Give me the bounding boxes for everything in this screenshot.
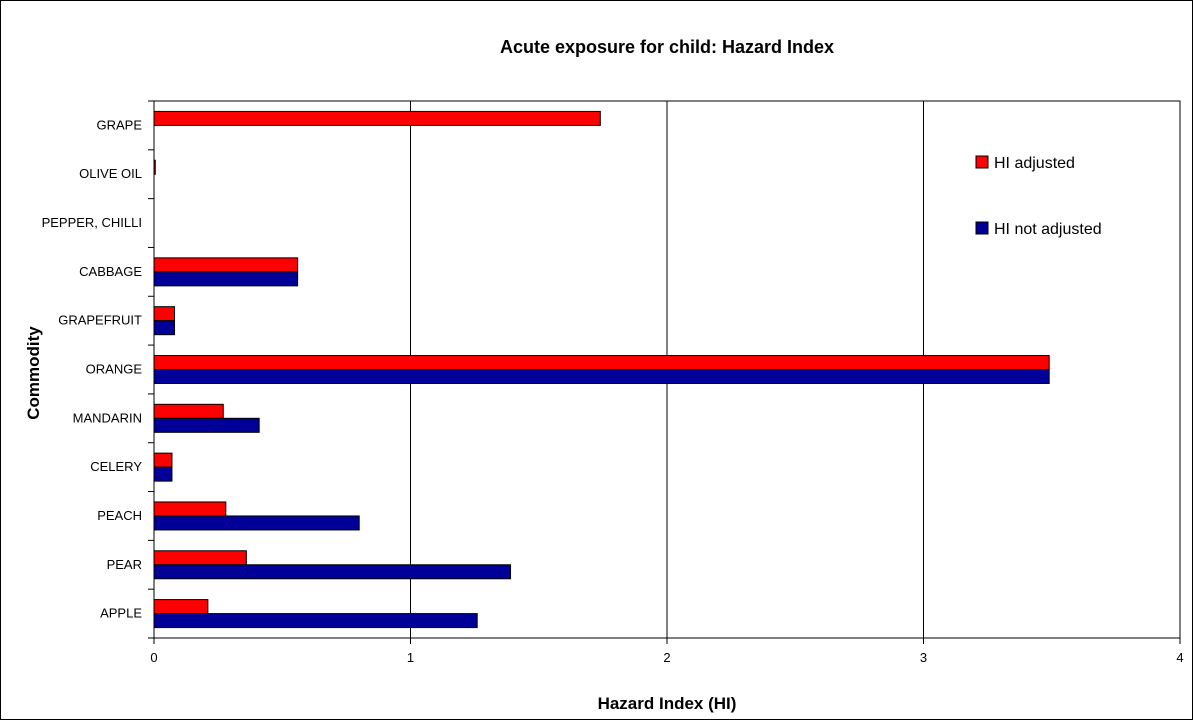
bar-hi-adjusted[interactable] [153,306,176,322]
y-category-label: PEPPER, CHILLI [42,215,142,230]
y-category-label: PEAR [107,557,142,572]
bar-hi-adjusted[interactable] [153,257,299,273]
y-category-label: GRAPEFRUIT [58,313,142,328]
x-tick-label: 3 [920,650,927,665]
bar-hi-not-adjusted[interactable] [153,613,478,629]
bar-hi-adjusted[interactable] [153,159,156,175]
x-tick-label: 4 [1176,650,1183,665]
bar-hi-adjusted[interactable] [153,501,227,517]
legend-label: HI adjusted [994,155,1075,172]
bar-hi-not-adjusted[interactable] [153,466,173,482]
bar-hi-not-adjusted[interactable] [153,515,360,531]
bar-hi-adjusted[interactable] [153,355,1050,370]
y-axis-title: Commodity [24,326,43,420]
legend-label: HI not adjusted [994,221,1102,238]
x-tick-label: 0 [150,650,157,665]
y-category-label: APPLE [100,606,142,621]
legend-swatch [975,221,989,235]
bar-hi-adjusted[interactable] [153,452,173,468]
x-axis-title: Hazard Index (HI) [598,694,737,713]
bar-hi-not-adjusted[interactable] [153,271,299,287]
y-category-label: CABBAGE [79,264,142,279]
bar-hi-adjusted[interactable] [153,110,601,126]
y-category-label: MANDARIN [73,410,142,425]
bar-hi-not-adjusted[interactable] [153,564,512,580]
y-category-label: GRAPE [96,117,142,132]
bar-hi-not-adjusted[interactable] [153,369,1050,384]
legend-swatch [975,155,989,169]
x-tick-label: 1 [407,650,414,665]
y-category-label: OLIVE OIL [79,166,142,181]
y-category-label: CELERY [90,459,142,474]
y-category-label: PEACH [97,508,142,523]
x-tick-label: 2 [663,650,670,665]
bar-hi-adjusted[interactable] [153,550,247,566]
chart-title: Acute exposure for child: Hazard Index [500,37,834,57]
plot-area: 0 1 2 3 4 APPLE PEAR PEACH CELERY MANDARIN ORANGE G… [42,100,1184,665]
y-category-label: ORANGE [86,362,143,377]
legend: HI adjusted HI not adjusted [975,155,1102,238]
bar-hi-not-adjusted[interactable] [153,417,260,433]
bar-hi-adjusted[interactable] [153,403,224,419]
bar-hi-not-adjusted[interactable] [153,320,176,336]
bar-hi-adjusted[interactable] [153,599,209,615]
